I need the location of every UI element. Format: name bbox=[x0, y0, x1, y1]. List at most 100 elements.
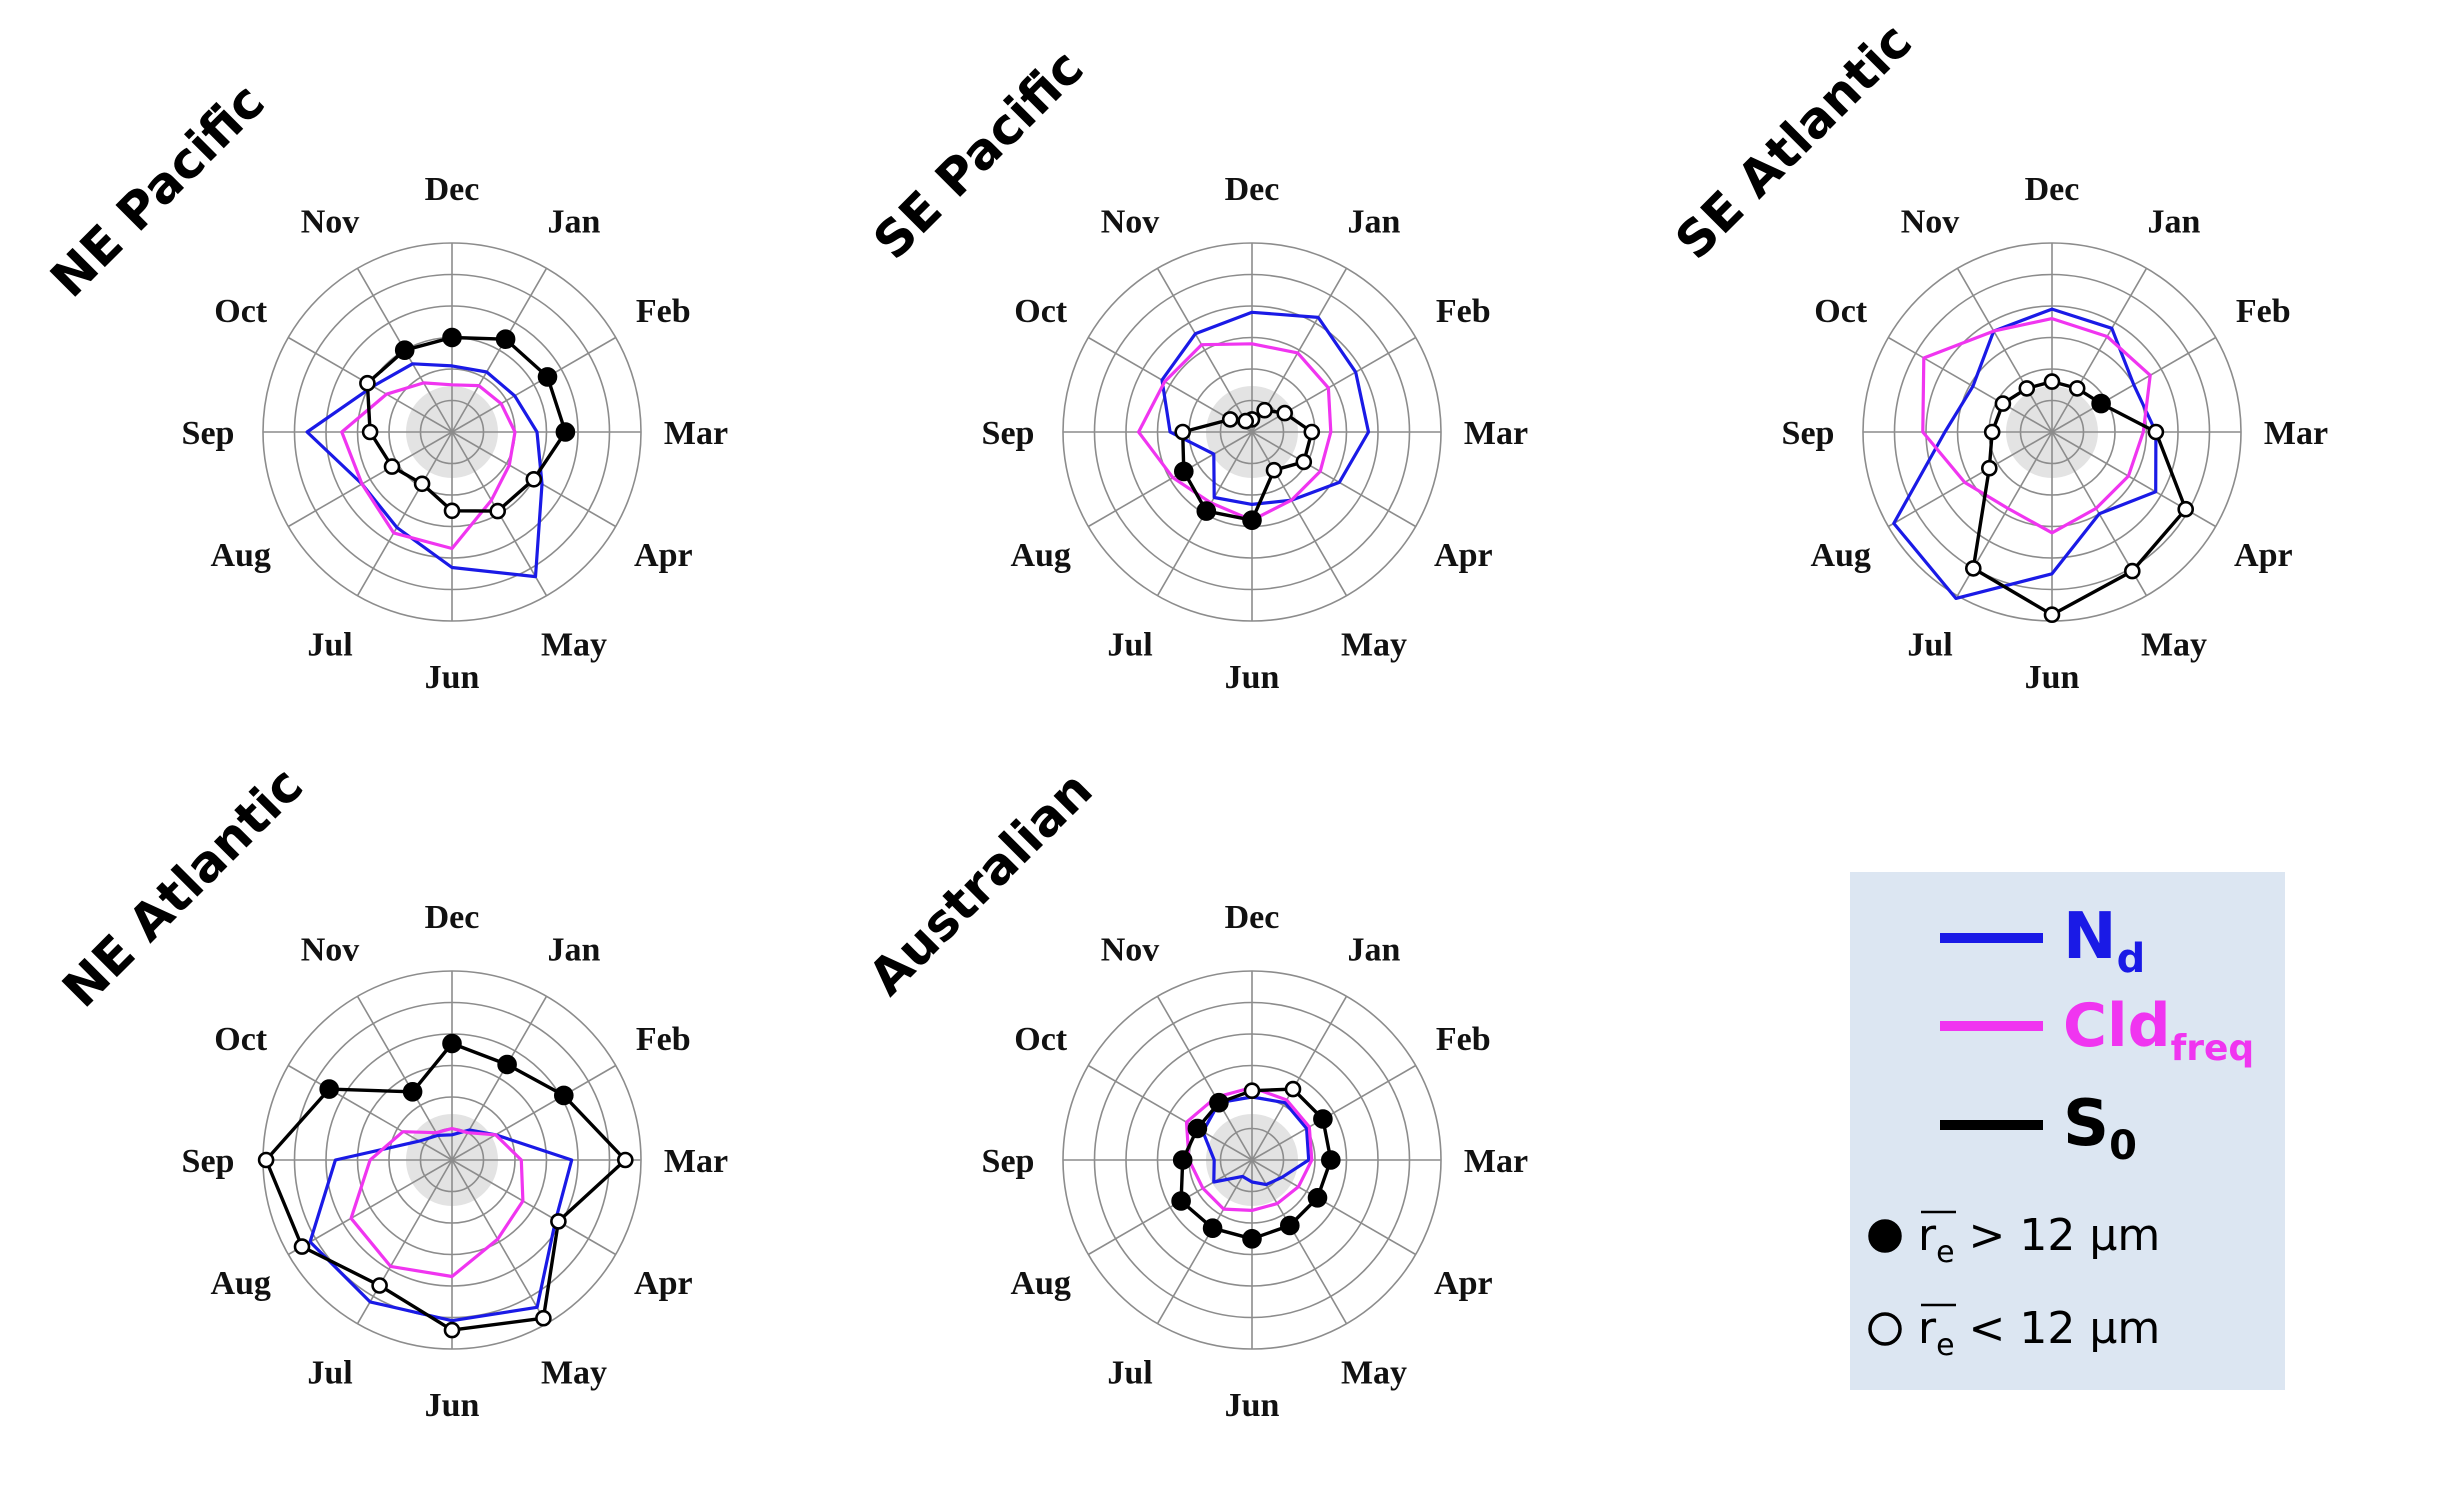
month-label: Jan bbox=[2148, 204, 2201, 241]
month-label: May bbox=[1341, 1354, 1407, 1391]
month-label: Dec bbox=[2025, 171, 2080, 208]
s0-point-open bbox=[2043, 606, 2061, 624]
s0-point-open bbox=[413, 475, 431, 493]
month-label: Feb bbox=[1436, 293, 1491, 330]
month-label: Jun bbox=[2025, 659, 2080, 696]
month-label: Aug bbox=[210, 1265, 270, 1302]
grid-spoke bbox=[451, 336, 617, 433]
month-label: Nov bbox=[301, 204, 360, 241]
panel-title: NE Atlantic bbox=[51, 756, 313, 1018]
legend-nd-label: Nd bbox=[2063, 900, 2145, 982]
s0-point-filled bbox=[1209, 1092, 1229, 1113]
grid-spoke bbox=[1887, 336, 2053, 433]
month-label: Sep bbox=[182, 1143, 235, 1180]
s0-point-open bbox=[2018, 380, 2036, 397]
month-label: Nov bbox=[1101, 204, 1160, 241]
month-label: Nov bbox=[1101, 932, 1160, 969]
grid-spoke bbox=[1156, 1159, 1253, 1325]
month-label: Feb bbox=[636, 1021, 691, 1058]
month-label: Dec bbox=[1225, 171, 1280, 208]
grid-spoke bbox=[1251, 431, 1417, 528]
cldfreq-series-line bbox=[349, 1126, 525, 1279]
s0-point-filled bbox=[497, 1054, 517, 1075]
month-label: Apr bbox=[634, 1265, 693, 1302]
grid-spoke bbox=[1251, 1159, 1348, 1325]
s0-point-filled bbox=[394, 340, 415, 361]
month-label: May bbox=[1341, 626, 1407, 663]
month-label: Oct bbox=[1014, 293, 1068, 330]
grid-spoke bbox=[1956, 267, 2053, 433]
month-label: May bbox=[2141, 626, 2207, 663]
month-label: Apr bbox=[1434, 1265, 1493, 1302]
s0-point-filled bbox=[495, 329, 516, 350]
month-label: Jun bbox=[1225, 659, 1280, 696]
month-label: Feb bbox=[2236, 293, 2291, 330]
s0-point-open bbox=[443, 1321, 461, 1339]
s0-point-open bbox=[371, 1277, 388, 1294]
s0-point-filled bbox=[319, 1079, 340, 1099]
month-label: Aug bbox=[210, 537, 270, 574]
panel-title: Australian bbox=[857, 760, 1103, 1006]
grid-spoke bbox=[1251, 431, 1348, 597]
s0-point-open bbox=[1965, 560, 1982, 577]
grid-spoke bbox=[1087, 431, 1253, 528]
month-label: Feb bbox=[636, 293, 691, 330]
nd-series-line bbox=[1160, 310, 1371, 506]
s0-point-filled bbox=[1202, 1218, 1223, 1238]
s0-point-open bbox=[361, 423, 379, 441]
s0-point-filled bbox=[1280, 1215, 1300, 1236]
s0-point-open bbox=[1994, 395, 2012, 412]
s0-point-open bbox=[1174, 423, 1191, 441]
s0-point-open bbox=[1303, 423, 1321, 441]
s0-point-open bbox=[550, 1213, 567, 1230]
s0-point-filled bbox=[1242, 510, 1262, 531]
panel-title: NE Pacific bbox=[39, 72, 275, 308]
grid-spoke bbox=[1087, 1159, 1253, 1256]
legend-filled-label: re > 12 µm bbox=[1918, 1210, 2160, 1270]
grid-spoke bbox=[356, 1159, 453, 1325]
s0-point-filled bbox=[1307, 1188, 1328, 1208]
month-label: Jul bbox=[1107, 1354, 1152, 1391]
grid-spoke bbox=[1887, 431, 2053, 528]
grid-spoke bbox=[287, 431, 453, 528]
legend-open-label: re < 12 µm bbox=[1918, 1303, 2160, 1363]
s0-point-open bbox=[2068, 380, 2086, 397]
s0-point-open bbox=[1221, 411, 1239, 428]
month-label: Jan bbox=[548, 932, 601, 969]
month-label: May bbox=[541, 626, 607, 663]
month-label: Apr bbox=[634, 537, 693, 574]
s0-point-open bbox=[1256, 401, 1273, 419]
s0-point-filled bbox=[402, 1082, 423, 1102]
cldfreq-series-line bbox=[1184, 1085, 1314, 1212]
month-label: Aug bbox=[1010, 1265, 1070, 1302]
month-label: Jan bbox=[1348, 932, 1401, 969]
month-label: Aug bbox=[1010, 537, 1070, 574]
month-label: Nov bbox=[301, 932, 360, 969]
month-label: May bbox=[541, 1354, 607, 1391]
s0-point-open bbox=[2043, 373, 2061, 390]
radar-panel-1: Dec Jan Feb Mar Apr May Jun Jul Aug Sep Oct Nov NE P… bbox=[39, 72, 728, 696]
month-label: Oct bbox=[1814, 293, 1868, 330]
month-label: Dec bbox=[425, 171, 480, 208]
month-label: Sep bbox=[982, 1143, 1035, 1180]
grid-spoke bbox=[1251, 995, 1348, 1161]
legend: Nd Cldfreq S0 re > 12 µm re < 12 µm bbox=[1850, 872, 2285, 1390]
legend-background bbox=[1850, 872, 2285, 1390]
s0-point-open bbox=[489, 502, 507, 520]
s0-point-open bbox=[443, 502, 461, 520]
month-label: Oct bbox=[214, 1021, 268, 1058]
legend-open-marker bbox=[1868, 1312, 1902, 1346]
month-label: Aug bbox=[1810, 537, 1870, 574]
month-label: Sep bbox=[1782, 415, 1835, 452]
grid-spoke bbox=[1156, 995, 1253, 1161]
s0-point-filled bbox=[442, 327, 462, 348]
month-label: Sep bbox=[982, 415, 1035, 452]
cldfreq-series-line bbox=[340, 381, 517, 551]
s0-point-open bbox=[1237, 412, 1254, 430]
cldfreq-series-line bbox=[1921, 317, 2152, 535]
s0-point-filled bbox=[2091, 393, 2111, 414]
month-label: Apr bbox=[2234, 537, 2293, 574]
